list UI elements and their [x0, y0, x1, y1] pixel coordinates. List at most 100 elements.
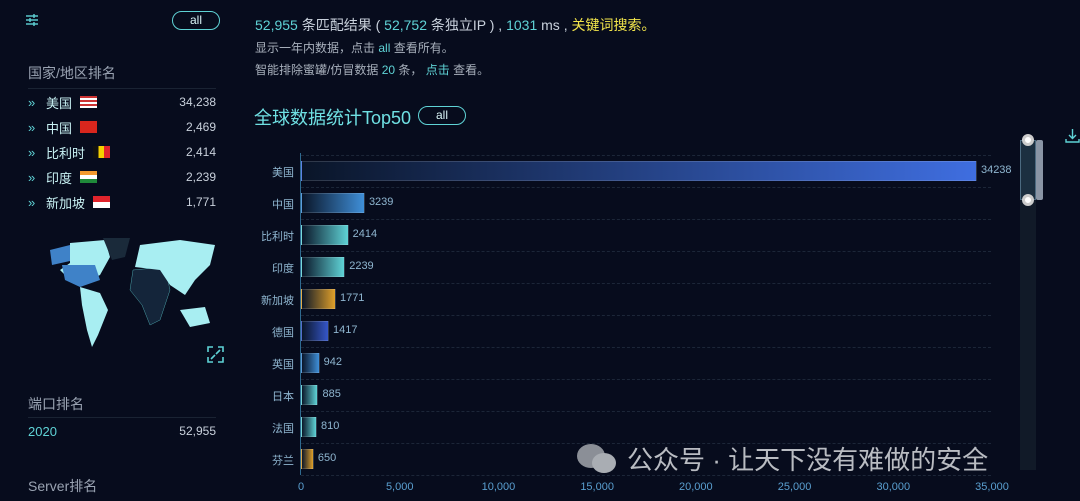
- honeypot-note: 智能排除蜜罐/仿冒数据 20 条， 点击 查看。: [255, 61, 489, 78]
- country-item[interactable]: » 美国 34,238: [28, 90, 216, 114]
- view-all-link[interactable]: all: [378, 41, 391, 55]
- data-label: 810: [320, 420, 340, 432]
- filter-icon[interactable]: [25, 13, 39, 27]
- match-text: 条匹配结果 (: [301, 17, 381, 33]
- bar[interactable]: [301, 257, 346, 277]
- y-tick-label: 中国: [272, 199, 294, 211]
- bar[interactable]: [301, 353, 320, 373]
- divider: [28, 88, 216, 89]
- port-count: 52,955: [179, 424, 216, 438]
- flag-icon-us: [80, 96, 98, 108]
- keyword-search-link[interactable]: 关键词搜索。: [571, 17, 656, 33]
- bar[interactable]: [301, 225, 349, 245]
- fullscreen-icon[interactable]: [207, 346, 224, 368]
- data-label: 885: [322, 388, 341, 400]
- y-tick-label: 比利时: [261, 231, 294, 243]
- port-ranking-title: 端口排名: [28, 396, 84, 412]
- time-unit: ms ,: [541, 17, 568, 33]
- x-tick-label: 0: [297, 481, 305, 493]
- country-name: 美国: [46, 95, 73, 111]
- x-tick-label: 35,000: [975, 481, 1009, 493]
- y-tick-label: 英国: [272, 359, 294, 371]
- country-name: 印度: [46, 170, 73, 186]
- country-count: 2,414: [185, 145, 216, 159]
- y-tick-label: 新加坡: [261, 295, 294, 307]
- y-tick-label: 印度: [272, 263, 294, 275]
- honeypot-count: 20: [381, 63, 396, 77]
- chevron-right-icon: »: [28, 94, 36, 110]
- zoom-handle-top[interactable]: [1022, 134, 1034, 146]
- x-tick-label: 25,000: [777, 481, 812, 493]
- flag-icon-cn: [80, 121, 98, 133]
- chevron-right-icon: »: [28, 194, 36, 210]
- server-ranking-title: Server排名: [28, 478, 98, 494]
- bar[interactable]: [301, 417, 317, 437]
- zoom-handle-bottom[interactable]: [1022, 194, 1034, 206]
- data-label: 2414: [352, 228, 378, 240]
- flag-icon-in: [80, 171, 98, 183]
- y-tick-label: 法国: [272, 423, 294, 435]
- country-name: 中国: [46, 120, 73, 136]
- gridline: [301, 219, 991, 220]
- search-summary: 52,955 条匹配结果 ( 52,752 条独立IP ) , 1031 ms …: [255, 15, 655, 35]
- gridline: [301, 443, 991, 444]
- data-label: 34238: [980, 164, 1012, 176]
- chevron-right-icon: »: [28, 169, 36, 185]
- unique-ip-text: 条独立IP ) ,: [430, 17, 503, 33]
- divider: [28, 417, 216, 418]
- note-text: 显示一年内数据，点击: [255, 41, 376, 55]
- one-year-note: 显示一年内数据，点击 all 查看所有。: [255, 39, 454, 56]
- flag-icon-be: [93, 146, 111, 158]
- query-time: 1031: [506, 17, 538, 33]
- bar[interactable]: [301, 449, 314, 469]
- country-count: 2,469: [185, 120, 216, 134]
- country-item[interactable]: » 比利时 2,414: [28, 140, 216, 164]
- note-text: 条，: [398, 63, 423, 77]
- gridline: [301, 315, 991, 316]
- x-tick-label: 20,000: [679, 481, 713, 493]
- honeypot-click-link[interactable]: 点击: [425, 63, 450, 77]
- data-label: 942: [323, 356, 342, 368]
- zoom-slider-handle[interactable]: [1036, 140, 1043, 200]
- sidebar-all-button[interactable]: all: [172, 11, 220, 30]
- bar[interactable]: [301, 321, 329, 341]
- y-tick-label: 德国: [272, 327, 294, 339]
- chevron-right-icon: »: [28, 119, 36, 135]
- zoom-slider-range[interactable]: [1020, 140, 1036, 200]
- country-count: 34,238: [179, 95, 216, 109]
- download-icon[interactable]: [1065, 128, 1080, 148]
- watermark: 公众号 · 让天下没有难做的安全: [575, 440, 988, 477]
- y-axis-line: [300, 153, 301, 475]
- y-tick-label: 美国: [272, 167, 294, 179]
- unique-ip-count: 52,752: [384, 17, 427, 33]
- gridline: [301, 411, 991, 412]
- x-tick-label: 5,000: [385, 481, 414, 493]
- bar[interactable]: [301, 289, 336, 309]
- data-label: 1417: [332, 324, 358, 336]
- bar[interactable]: [301, 161, 977, 181]
- wechat-icon: [577, 443, 616, 473]
- country-name: 比利时: [46, 145, 86, 161]
- port-item[interactable]: 2020: [28, 424, 57, 439]
- country-item[interactable]: » 中国 2,469: [28, 115, 216, 139]
- bar[interactable]: [301, 193, 365, 213]
- data-label: 3239: [368, 196, 394, 208]
- y-tick-label: 日本: [272, 391, 294, 403]
- country-name: 新加坡: [46, 195, 86, 211]
- country-item[interactable]: » 新加坡 1,771: [28, 190, 216, 214]
- world-map: [30, 235, 220, 360]
- chart-title: 全球数据统计Top50: [254, 108, 412, 128]
- data-label: 1771: [339, 292, 365, 304]
- bar[interactable]: [301, 385, 319, 405]
- gridline: [301, 283, 991, 284]
- chart-all-button[interactable]: all: [418, 106, 466, 125]
- flag-icon-sg: [93, 196, 111, 208]
- note-text: 查看所有。: [393, 41, 454, 55]
- country-count: 1,771: [185, 195, 216, 209]
- chevron-right-icon: »: [28, 144, 36, 160]
- gridline: [301, 379, 991, 380]
- country-item[interactable]: » 印度 2,239: [28, 165, 216, 189]
- zoom-slider-track[interactable]: [1020, 140, 1036, 470]
- x-tick-label: 30,000: [876, 481, 911, 493]
- data-label: 2239: [349, 260, 374, 272]
